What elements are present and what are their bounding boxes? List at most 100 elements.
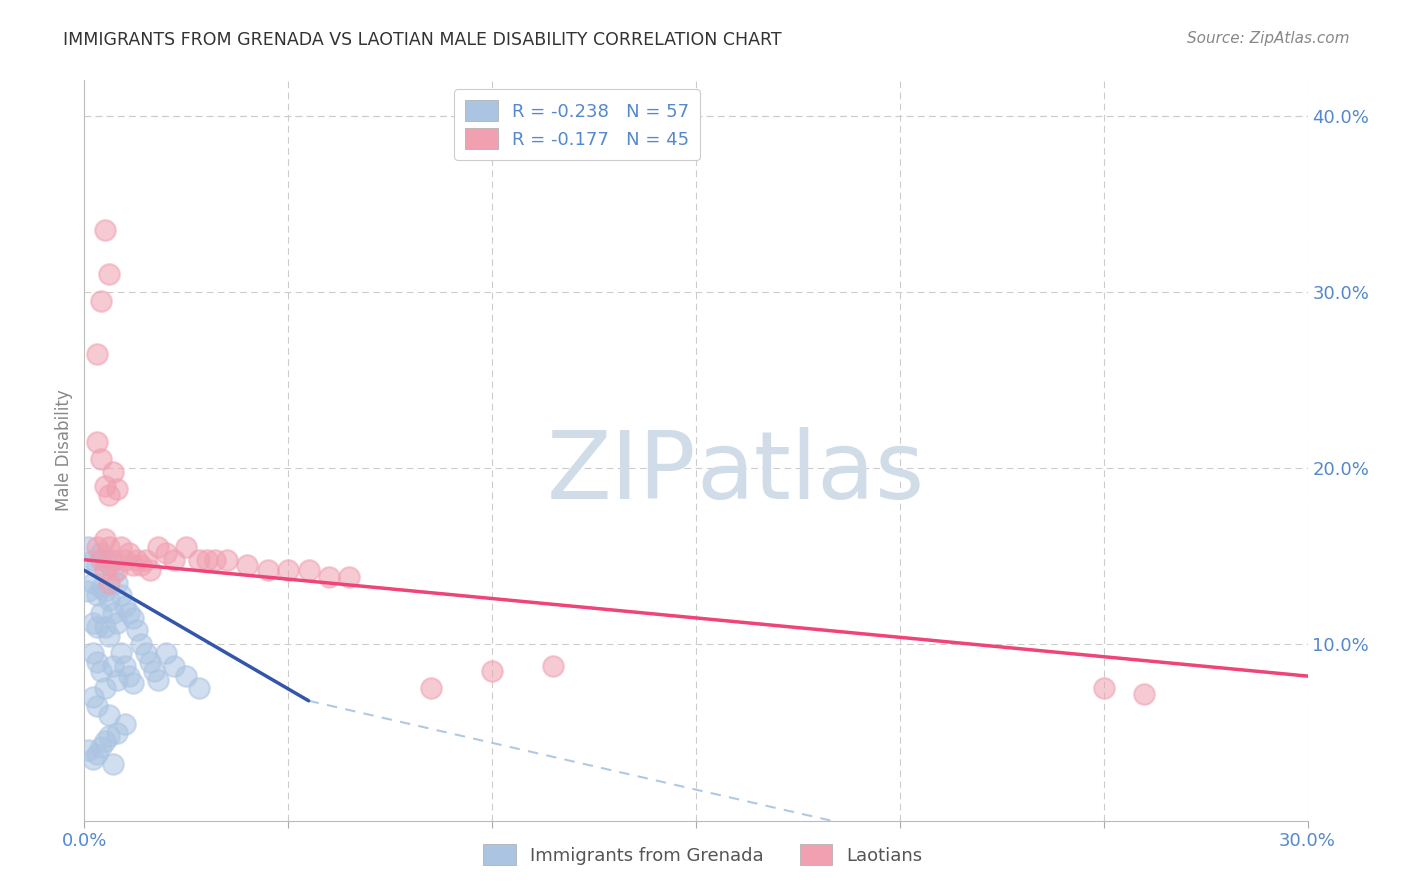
- Point: [86, 699, 108, 714]
- Legend: R = -0.238   N = 57, R = -0.177   N = 45: R = -0.238 N = 57, R = -0.177 N = 45: [454, 89, 700, 160]
- Point: [82, 616, 104, 631]
- Point: [127, 553, 149, 567]
- Point: [163, 658, 186, 673]
- Point: [82, 553, 104, 567]
- Point: [77, 541, 100, 555]
- Point: [122, 558, 145, 572]
- Point: [90, 664, 112, 678]
- Point: [195, 553, 218, 567]
- Point: [105, 575, 128, 590]
- Y-axis label: Male Disability: Male Disability: [55, 390, 73, 511]
- Point: [86, 747, 108, 761]
- Text: ZIP: ZIP: [547, 426, 696, 518]
- Point: [118, 669, 141, 683]
- Point: [174, 669, 197, 683]
- Point: [135, 646, 157, 660]
- Point: [174, 541, 197, 555]
- Point: [155, 646, 177, 660]
- Point: [1133, 687, 1156, 701]
- Point: [82, 690, 104, 705]
- Point: [110, 646, 132, 660]
- Point: [86, 541, 108, 555]
- Point: [114, 658, 136, 673]
- Point: [105, 725, 128, 739]
- Point: [105, 563, 128, 577]
- Point: [420, 681, 443, 696]
- Point: [1092, 681, 1115, 696]
- Point: [127, 624, 149, 638]
- Point: [90, 452, 112, 467]
- Point: [339, 570, 361, 584]
- Point: [93, 681, 115, 696]
- Point: [77, 743, 100, 757]
- Point: [77, 584, 100, 599]
- Point: [155, 546, 177, 560]
- Point: [90, 739, 112, 754]
- Point: [131, 558, 153, 572]
- Point: [114, 599, 136, 613]
- Point: [118, 606, 141, 620]
- Point: [118, 546, 141, 560]
- Point: [97, 267, 120, 281]
- Point: [146, 673, 169, 687]
- Point: [138, 563, 160, 577]
- Point: [163, 553, 186, 567]
- Point: [204, 553, 226, 567]
- Point: [105, 673, 128, 687]
- Point: [82, 646, 104, 660]
- Point: [97, 575, 120, 590]
- Point: [97, 487, 120, 501]
- Point: [97, 729, 120, 743]
- Point: [122, 611, 145, 625]
- Point: [97, 541, 120, 555]
- Point: [277, 563, 299, 577]
- Point: [101, 465, 124, 479]
- Point: [93, 532, 115, 546]
- Point: [93, 584, 115, 599]
- Point: [105, 482, 128, 496]
- Point: [131, 637, 153, 651]
- Text: Source: ZipAtlas.com: Source: ZipAtlas.com: [1187, 31, 1350, 46]
- Point: [93, 563, 115, 577]
- Point: [86, 558, 108, 572]
- Point: [93, 223, 115, 237]
- Point: [93, 553, 115, 567]
- Point: [142, 664, 165, 678]
- Point: [93, 620, 115, 634]
- Point: [93, 479, 115, 493]
- Point: [187, 681, 209, 696]
- Point: [90, 293, 112, 308]
- Point: [86, 346, 108, 360]
- Point: [114, 553, 136, 567]
- Point: [97, 593, 120, 607]
- Point: [122, 676, 145, 690]
- Point: [82, 752, 104, 766]
- Point: [90, 606, 112, 620]
- Point: [86, 434, 108, 449]
- Point: [101, 658, 124, 673]
- Point: [93, 734, 115, 748]
- Point: [97, 558, 120, 572]
- Point: [97, 707, 120, 722]
- Point: [101, 757, 124, 772]
- Text: atlas: atlas: [696, 426, 924, 518]
- Point: [138, 655, 160, 669]
- Point: [86, 620, 108, 634]
- Point: [110, 588, 132, 602]
- Point: [318, 570, 340, 584]
- Point: [135, 553, 157, 567]
- Point: [101, 553, 124, 567]
- Point: [298, 563, 321, 577]
- Point: [105, 616, 128, 631]
- Point: [90, 581, 112, 595]
- Point: [187, 553, 209, 567]
- Point: [257, 563, 280, 577]
- Point: [82, 575, 104, 590]
- Point: [86, 588, 108, 602]
- Point: [101, 606, 124, 620]
- Point: [217, 553, 239, 567]
- Point: [90, 546, 112, 560]
- Point: [543, 658, 565, 673]
- Point: [101, 566, 124, 581]
- Point: [236, 558, 259, 572]
